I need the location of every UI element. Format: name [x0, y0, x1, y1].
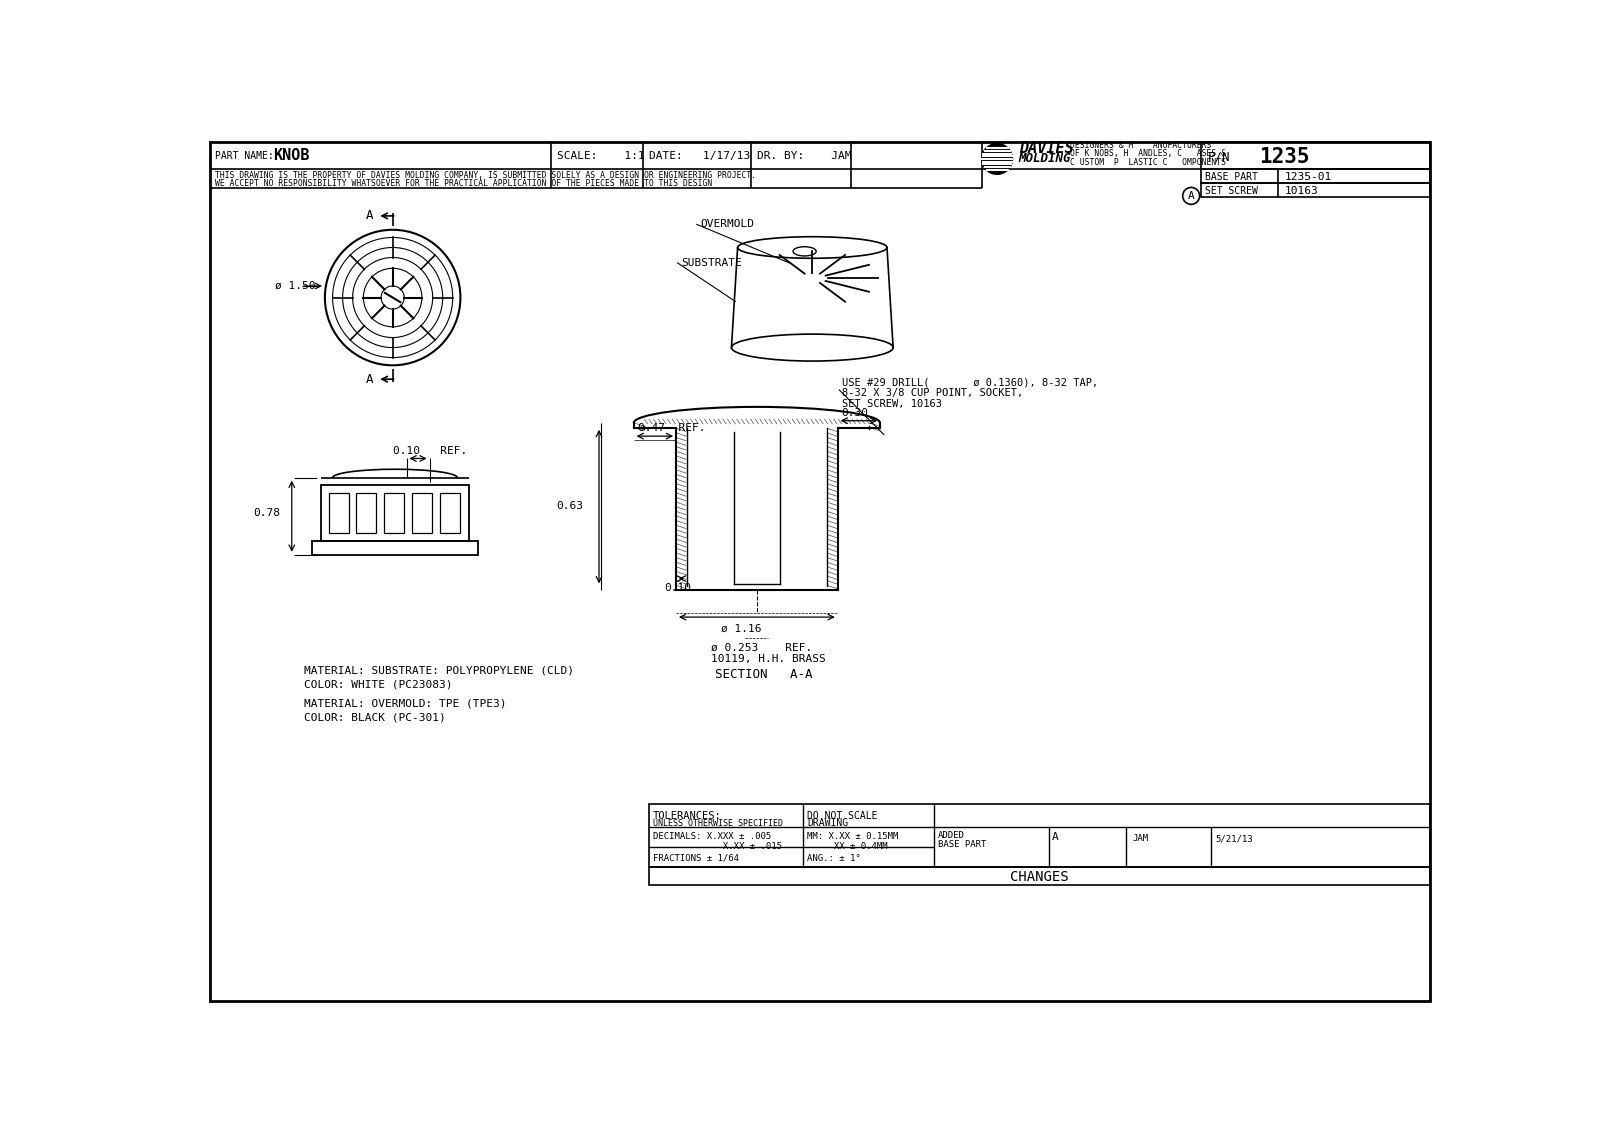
Text: KNOB: KNOB: [274, 148, 310, 163]
Bar: [1202, 142, 1430, 169]
Text: 0.78: 0.78: [254, 508, 280, 518]
Text: 10119, H.H. BRASS: 10119, H.H. BRASS: [710, 654, 826, 664]
Bar: [322, 486, 469, 541]
Text: TOLERANCES:: TOLERANCES:: [653, 811, 722, 821]
Text: 8-32 X 3/8 CUP POINT, SOCKET,: 8-32 X 3/8 CUP POINT, SOCKET,: [842, 388, 1022, 398]
Bar: [650, 804, 1430, 867]
Text: A: A: [1187, 191, 1195, 200]
Bar: [312, 541, 478, 555]
Bar: [328, 494, 349, 533]
Bar: [1202, 169, 1430, 182]
Text: 0.30: 0.30: [842, 408, 869, 418]
Text: ANG.: ± 1°: ANG.: ± 1°: [806, 854, 861, 863]
Text: C USTOM  P  LASTIC C   OMPONENTS: C USTOM P LASTIC C OMPONENTS: [1070, 157, 1226, 166]
Text: MATERIAL: OVERMOLD: TPE (TPE3): MATERIAL: OVERMOLD: TPE (TPE3): [304, 698, 507, 709]
Text: ø 0.253    REF.: ø 0.253 REF.: [710, 643, 811, 653]
Text: 0.63: 0.63: [557, 501, 584, 512]
Text: BASE PART: BASE PART: [938, 840, 986, 849]
Text: COLOR: WHITE (PC23083): COLOR: WHITE (PC23083): [304, 680, 453, 689]
Text: ADDED: ADDED: [938, 831, 965, 840]
Text: PART NAME:: PART NAME:: [214, 151, 274, 161]
Bar: [1202, 182, 1430, 197]
Text: DAVIES: DAVIES: [1019, 140, 1074, 156]
Text: DESIGNERS & M    ANUFACTURERS: DESIGNERS & M ANUFACTURERS: [1070, 140, 1211, 149]
Text: CHANGES: CHANGES: [1010, 869, 1069, 884]
Text: MOLDING: MOLDING: [1019, 153, 1070, 165]
Text: MM: X.XX ± 0.15MM: MM: X.XX ± 0.15MM: [806, 832, 898, 841]
Bar: [411, 494, 432, 533]
Text: DRAWING: DRAWING: [806, 818, 848, 829]
Bar: [440, 494, 459, 533]
Text: SUBSTRATE: SUBSTRATE: [682, 258, 742, 268]
Text: BASE PART: BASE PART: [1205, 172, 1258, 181]
Text: SECTION   A-A: SECTION A-A: [715, 668, 813, 681]
Text: DATE:   1/17/13: DATE: 1/17/13: [650, 151, 750, 161]
Text: WE ACCEPT NO RESPONSIBILITY WHATSOEVER FOR THE PRACTICAL APPLICATION OF THE PIEC: WE ACCEPT NO RESPONSIBILITY WHATSOEVER F…: [214, 179, 712, 188]
Text: THIS DRAWING IS THE PROPERTY OF DAVIES MOLDING COMPANY, IS SUBMITTED SOLELY AS A: THIS DRAWING IS THE PROPERTY OF DAVIES M…: [214, 171, 755, 180]
Text: 0.10   REF.: 0.10 REF.: [392, 446, 467, 456]
Text: XX ± 0.4MM: XX ± 0.4MM: [806, 842, 888, 851]
Text: A: A: [366, 209, 373, 222]
Text: 10163: 10163: [1285, 186, 1318, 196]
Text: SET SCREW: SET SCREW: [1205, 186, 1258, 196]
Text: A: A: [1053, 832, 1059, 841]
Bar: [357, 494, 376, 533]
Text: FRACTIONS ± 1/64: FRACTIONS ± 1/64: [653, 854, 739, 863]
Text: OF K NOBS, H  ANDLES, C   ASES &: OF K NOBS, H ANDLES, C ASES &: [1070, 149, 1226, 158]
Text: MATERIAL: SUBSTRATE: POLYPROPYLENE (CLD): MATERIAL: SUBSTRATE: POLYPROPYLENE (CLD): [304, 666, 574, 676]
Text: P/N: P/N: [1208, 151, 1230, 163]
Circle shape: [982, 144, 1013, 174]
Text: OVERMOLD: OVERMOLD: [701, 220, 755, 230]
Text: COLOR: BLACK (PC-301): COLOR: BLACK (PC-301): [304, 712, 446, 722]
Text: 0.47  REF.: 0.47 REF.: [637, 423, 706, 434]
Text: UNLESS OTHERWISE SPECIFIED: UNLESS OTHERWISE SPECIFIED: [653, 818, 782, 827]
Text: 1235-01: 1235-01: [1285, 172, 1331, 181]
Text: 0.10: 0.10: [664, 583, 691, 593]
Text: DO NOT SCALE: DO NOT SCALE: [806, 811, 877, 821]
Bar: [650, 867, 1430, 885]
Text: SCALE:    1:1: SCALE: 1:1: [557, 151, 645, 161]
Text: DECIMALS: X.XXX ± .005: DECIMALS: X.XXX ± .005: [653, 832, 771, 841]
Text: USE #29 DRILL(       ø 0.1360), 8-32 TAP,: USE #29 DRILL( ø 0.1360), 8-32 TAP,: [842, 377, 1098, 387]
Text: JAM: JAM: [1133, 834, 1149, 843]
Text: ø 1.50: ø 1.50: [275, 281, 315, 291]
Text: 1235: 1235: [1259, 147, 1309, 166]
Text: X.XX ± .015: X.XX ± .015: [653, 842, 782, 851]
Text: SET SCREW, 10163: SET SCREW, 10163: [842, 398, 941, 409]
Text: A: A: [366, 372, 373, 386]
Bar: [384, 494, 405, 533]
Text: 5/21/13: 5/21/13: [1214, 834, 1253, 843]
Text: ø 1.16: ø 1.16: [722, 624, 762, 634]
Text: DR. BY:    JAM: DR. BY: JAM: [757, 151, 851, 161]
